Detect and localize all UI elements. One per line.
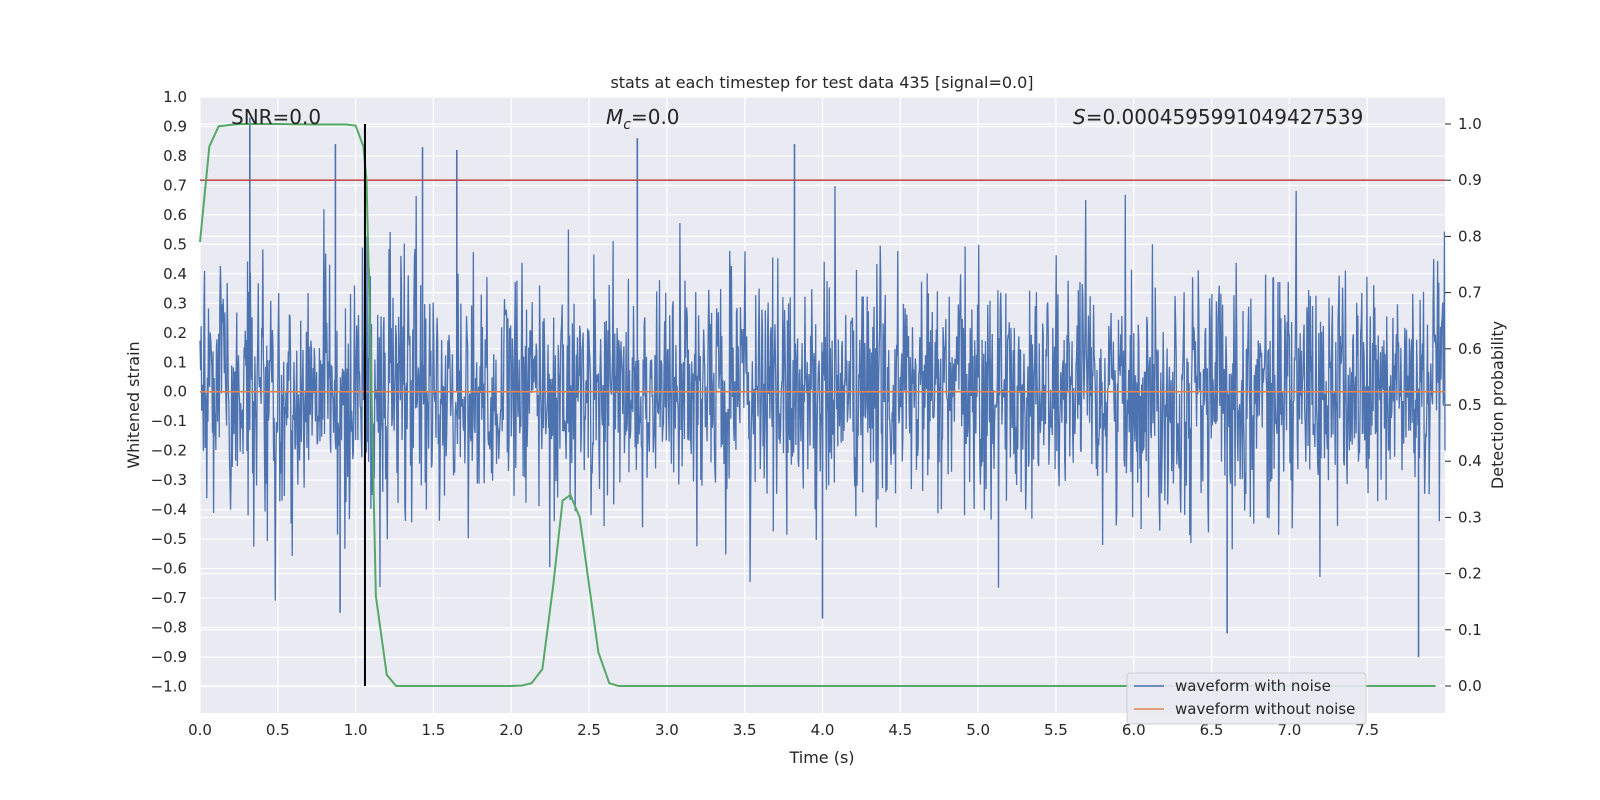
x-tick-label: 3.5 xyxy=(733,721,757,739)
x-tick-label: 4.5 xyxy=(888,721,912,739)
x-tick-label: 6.0 xyxy=(1122,721,1146,739)
detection-probability-line xyxy=(199,122,1436,688)
y2-axis-label: Detection probability xyxy=(1488,321,1507,489)
s-symbol: S xyxy=(1073,105,1086,129)
y2-tick-label: 0.4 xyxy=(1458,452,1482,470)
y-tick-label: 0.1 xyxy=(163,353,187,371)
x-tick-label: 7.0 xyxy=(1277,721,1301,739)
legend-label-noise: waveform with noise xyxy=(1175,677,1331,695)
x-tick-label: 2.5 xyxy=(577,721,601,739)
y-tick-label: −0.4 xyxy=(151,501,187,519)
y-tick-label: −0.6 xyxy=(151,560,187,578)
y-tick-label: 0.6 xyxy=(163,206,187,224)
y-axis-left: 1.0 0.9 0.8 0.7 0.6 0.5 0.4 0.3 0.2 0.1 0.0 −0.1 −0.… xyxy=(151,88,187,695)
chirp-mass-value: =0.0 xyxy=(631,105,680,129)
snr-annotation: SNR=0.0 xyxy=(231,105,321,129)
y-axis-label: Whitened strain xyxy=(124,341,143,468)
x-tick-label: 3.0 xyxy=(655,721,679,739)
x-tick-label: 1.0 xyxy=(344,721,368,739)
x-axis-label: Time (s) xyxy=(788,748,854,767)
s-annotation: S=0.0004595991049427539 xyxy=(1073,105,1363,129)
x-tick-label: 2.0 xyxy=(499,721,523,739)
s-value: =0.0004595991049427539 xyxy=(1086,105,1364,129)
chirp-mass-subscript: c xyxy=(623,117,631,133)
line-series xyxy=(199,122,1445,688)
y2-tick-label: 0.2 xyxy=(1458,565,1482,583)
y2-tick-label: 0.7 xyxy=(1458,284,1482,302)
legend-box xyxy=(1126,672,1367,725)
chart-title: stats at each timestep for test data 435… xyxy=(610,73,1033,92)
y-tick-label: 1.0 xyxy=(163,88,187,106)
x-axis: 0.0 0.5 1.0 1.5 2.0 2.5 3.0 3.5 4.0 4.5 5.0 5.5 6.0 6… xyxy=(188,721,1379,739)
chirp-mass-symbol: M xyxy=(606,105,623,129)
y-tick-label: 0.2 xyxy=(163,324,187,342)
legend: waveform with noise waveform without noi… xyxy=(1126,672,1367,725)
y-tick-label: −0.7 xyxy=(151,589,187,607)
y2-tick-label: 0.9 xyxy=(1458,171,1482,189)
y2-tick-label: 0.0 xyxy=(1458,677,1482,695)
x-tick-label: 1.5 xyxy=(422,721,446,739)
y-tick-label: 0.9 xyxy=(163,117,187,135)
chirp-mass-annotation: Mc=0.0 xyxy=(606,105,680,133)
x-tick-label: 6.5 xyxy=(1200,721,1224,739)
y2-tick-label: 0.8 xyxy=(1458,227,1482,245)
x-tick-label: 0.0 xyxy=(188,721,212,739)
y2-tick-label: 1.0 xyxy=(1458,115,1482,133)
y2-tick-label: 0.3 xyxy=(1458,508,1482,526)
y-tick-label: −0.9 xyxy=(151,648,187,666)
y-tick-label: −0.5 xyxy=(151,530,187,548)
x-tick-label: 5.5 xyxy=(1044,721,1068,739)
y2-tick-label: 0.5 xyxy=(1458,396,1482,414)
y-tick-label: 0.5 xyxy=(163,235,187,253)
y-tick-label: −0.3 xyxy=(151,471,187,489)
y-axis-right: 1.0 0.9 0.8 0.7 0.6 0.5 0.4 0.3 0.2 0.1 0.0 xyxy=(1445,115,1482,695)
y-tick-label: 0.4 xyxy=(163,265,187,283)
x-tick-label: 4.0 xyxy=(811,721,835,739)
y-tick-label: −1.0 xyxy=(151,677,187,695)
y-tick-label: 0.7 xyxy=(163,176,187,194)
x-tick-label: 5.0 xyxy=(966,721,990,739)
y-tick-label: 0.0 xyxy=(163,383,187,401)
y2-tick-label: 0.6 xyxy=(1458,340,1482,358)
y-tick-label: −0.8 xyxy=(151,619,187,637)
y-tick-label: −0.1 xyxy=(151,412,187,430)
y-tick-label: 0.3 xyxy=(163,294,187,312)
legend-label-clean: waveform without noise xyxy=(1175,700,1355,718)
y2-tick-label: 0.1 xyxy=(1458,621,1482,639)
x-tick-label: 7.5 xyxy=(1355,721,1379,739)
noise-series xyxy=(199,117,1446,657)
y-tick-label: 0.8 xyxy=(163,147,187,165)
x-tick-label: 0.5 xyxy=(266,721,290,739)
y-tick-label: −0.2 xyxy=(151,442,187,460)
